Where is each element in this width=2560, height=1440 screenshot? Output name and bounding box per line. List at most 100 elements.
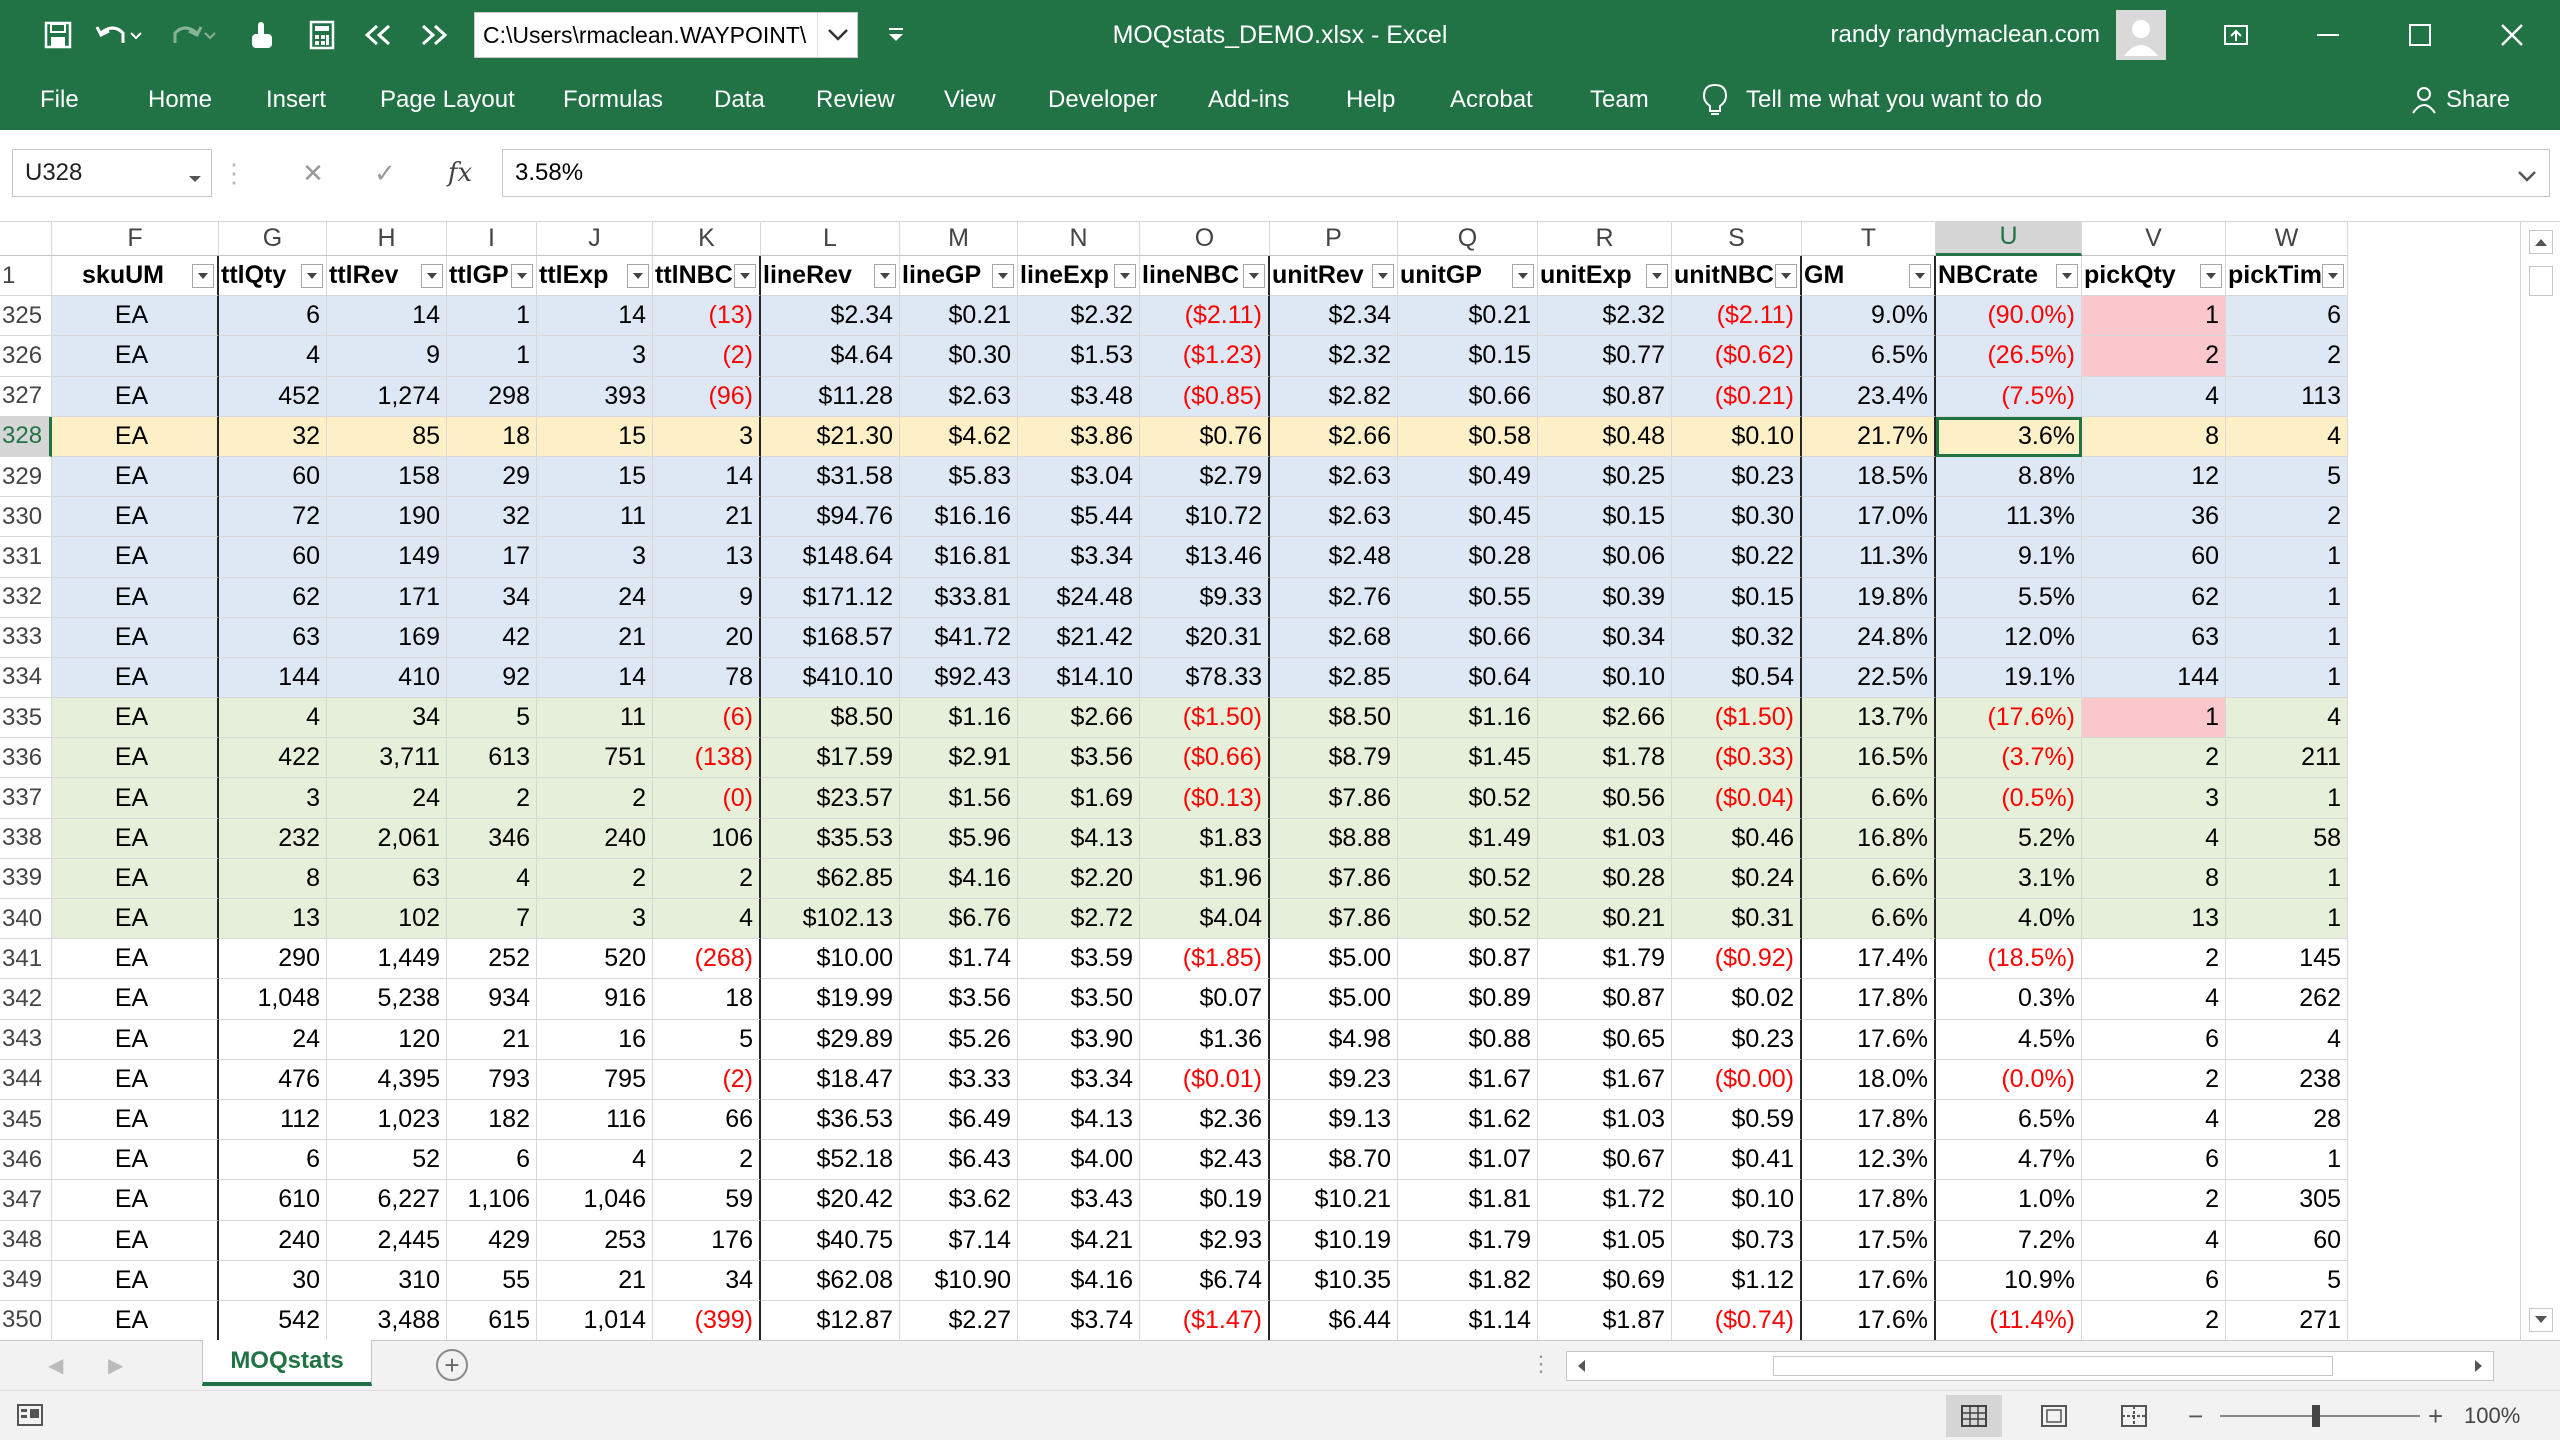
table-cell[interactable]: 290 — [219, 939, 327, 980]
chevron-down-icon[interactable] — [187, 164, 203, 192]
table-cell[interactable]: 6 — [2226, 296, 2348, 337]
minimize-icon[interactable] — [2290, 0, 2366, 70]
table-cell[interactable]: ($0.62) — [1672, 336, 1802, 377]
redo-icon[interactable] — [164, 14, 220, 56]
table-cell[interactable]: $6.43 — [900, 1140, 1018, 1181]
table-cell[interactable]: 92 — [447, 657, 537, 699]
table-cell[interactable]: 85 — [327, 416, 447, 457]
table-cell[interactable]: 1 — [2226, 537, 2348, 578]
table-cell[interactable]: $6.76 — [900, 899, 1018, 940]
table-cell[interactable]: $10.19 — [1270, 1220, 1398, 1261]
table-cell[interactable]: 1,048 — [219, 979, 327, 1020]
row-header[interactable]: 342 — [0, 979, 52, 1020]
add-sheet-icon[interactable]: + — [436, 1349, 468, 1381]
filter-dropdown-icon[interactable] — [1512, 263, 1534, 288]
table-cell[interactable]: 106 — [653, 818, 761, 859]
table-cell[interactable]: 5,238 — [327, 979, 447, 1020]
table-cell[interactable]: 520 — [537, 939, 653, 980]
table-cell[interactable]: $0.77 — [1538, 336, 1672, 377]
filter-dropdown-icon[interactable] — [421, 263, 443, 288]
table-cell[interactable]: $0.22 — [1672, 537, 1802, 578]
table-cell[interactable]: $10.35 — [1270, 1260, 1398, 1301]
table-cell[interactable]: 145 — [2226, 939, 2348, 980]
column-header[interactable]: H — [327, 222, 447, 256]
table-cell[interactable]: 4 — [2082, 1220, 2226, 1261]
tab-home[interactable]: Home — [148, 86, 213, 113]
table-cell[interactable]: 17.5% — [1802, 1220, 1936, 1261]
table-cell[interactable]: 1.0% — [1936, 1180, 2082, 1221]
customize-toolbar-icon[interactable] — [876, 14, 916, 56]
table-cell[interactable]: 116 — [537, 1099, 653, 1141]
table-cell[interactable]: $4.04 — [1140, 899, 1270, 940]
table-cell[interactable]: $2.34 — [1270, 296, 1398, 337]
table-cell[interactable]: 66 — [653, 1099, 761, 1141]
table-cell[interactable]: $3.04 — [1018, 456, 1140, 498]
tab-developer[interactable]: Developer — [1048, 86, 1158, 113]
table-cell[interactable]: 14 — [537, 296, 653, 337]
table-cell[interactable]: $0.64 — [1398, 657, 1538, 699]
table-cell[interactable]: ($0.21) — [1672, 376, 1802, 417]
table-cell[interactable]: 60 — [219, 456, 327, 498]
table-cell[interactable]: 2 — [2082, 738, 2226, 779]
table-cell[interactable]: $4.13 — [1018, 818, 1140, 859]
table-cell[interactable]: $0.59 — [1672, 1099, 1802, 1141]
table-cell[interactable]: $1.07 — [1398, 1140, 1538, 1181]
table-cell[interactable]: EA — [52, 738, 219, 779]
filter-dropdown-icon[interactable] — [1243, 263, 1265, 288]
table-cell[interactable]: 305 — [2226, 1180, 2348, 1221]
table-cell[interactable]: $1.79 — [1398, 1220, 1538, 1261]
table-cell[interactable]: 2 — [2226, 336, 2348, 377]
page-break-view-icon[interactable] — [2106, 1395, 2162, 1437]
row-header[interactable]: 328 — [0, 416, 52, 457]
table-cell[interactable]: $2.79 — [1140, 456, 1270, 498]
table-cell[interactable]: $2.72 — [1018, 899, 1140, 940]
table-cell[interactable]: $1.79 — [1538, 939, 1672, 980]
column-header[interactable]: R — [1538, 222, 1672, 256]
row-header[interactable]: 338 — [0, 818, 52, 859]
table-cell[interactable]: 238 — [2226, 1059, 2348, 1100]
table-cell[interactable]: $0.66 — [1398, 617, 1538, 658]
table-cell[interactable]: 36 — [2082, 497, 2226, 538]
table-cell[interactable]: 113 — [2226, 376, 2348, 417]
table-cell[interactable]: ($0.92) — [1672, 939, 1802, 980]
table-cell[interactable]: 1 — [2226, 657, 2348, 699]
table-cell[interactable]: 2 — [447, 778, 537, 819]
table-cell[interactable]: $4.16 — [900, 858, 1018, 899]
table-cell[interactable]: $2.27 — [900, 1300, 1018, 1340]
table-cell[interactable]: 120 — [327, 1019, 447, 1060]
navigate-forward-icon[interactable] — [414, 14, 454, 56]
table-cell[interactable]: 32 — [447, 497, 537, 538]
tab-help[interactable]: Help — [1346, 86, 1396, 113]
table-cell[interactable]: 1,449 — [327, 939, 447, 980]
table-cell[interactable]: $1.74 — [900, 939, 1018, 980]
table-cell[interactable]: 18.0% — [1802, 1059, 1936, 1100]
table-cell[interactable]: $4.98 — [1270, 1019, 1398, 1060]
table-cell[interactable]: $1.03 — [1538, 1099, 1672, 1141]
table-cell[interactable]: $0.23 — [1672, 456, 1802, 498]
table-cell[interactable]: $0.15 — [1538, 497, 1672, 538]
table-cell[interactable]: 452 — [219, 376, 327, 417]
column-header[interactable]: F — [52, 222, 219, 256]
table-cell[interactable]: 6 — [2082, 1260, 2226, 1301]
table-cell[interactable]: 144 — [2082, 657, 2226, 699]
table-cell[interactable]: $1.12 — [1672, 1260, 1802, 1301]
table-cell[interactable]: 4.0% — [1936, 899, 2082, 940]
sheet-next-icon[interactable]: ▶ — [108, 1355, 124, 1377]
table-cell[interactable]: $4.62 — [900, 416, 1018, 457]
table-cell[interactable]: $0.46 — [1672, 818, 1802, 859]
table-cell[interactable]: 60 — [2082, 537, 2226, 578]
table-cell[interactable]: $12.87 — [761, 1300, 900, 1340]
share-button[interactable]: Share — [2410, 70, 2510, 130]
table-cell[interactable]: EA — [52, 778, 219, 819]
table-cell[interactable]: 17.6% — [1802, 1260, 1936, 1301]
table-cell[interactable]: 8 — [2082, 416, 2226, 457]
column-header[interactable]: M — [900, 222, 1018, 256]
table-cell[interactable]: 6 — [2082, 1019, 2226, 1060]
table-cell[interactable]: 18 — [447, 416, 537, 457]
table-cell[interactable]: 72 — [219, 497, 327, 538]
undo-icon[interactable] — [92, 14, 148, 56]
table-cell[interactable]: 2 — [2082, 1059, 2226, 1100]
table-cell[interactable]: ($0.66) — [1140, 738, 1270, 779]
table-cell[interactable]: $40.75 — [761, 1220, 900, 1261]
table-cell[interactable]: 6.6% — [1802, 899, 1936, 940]
